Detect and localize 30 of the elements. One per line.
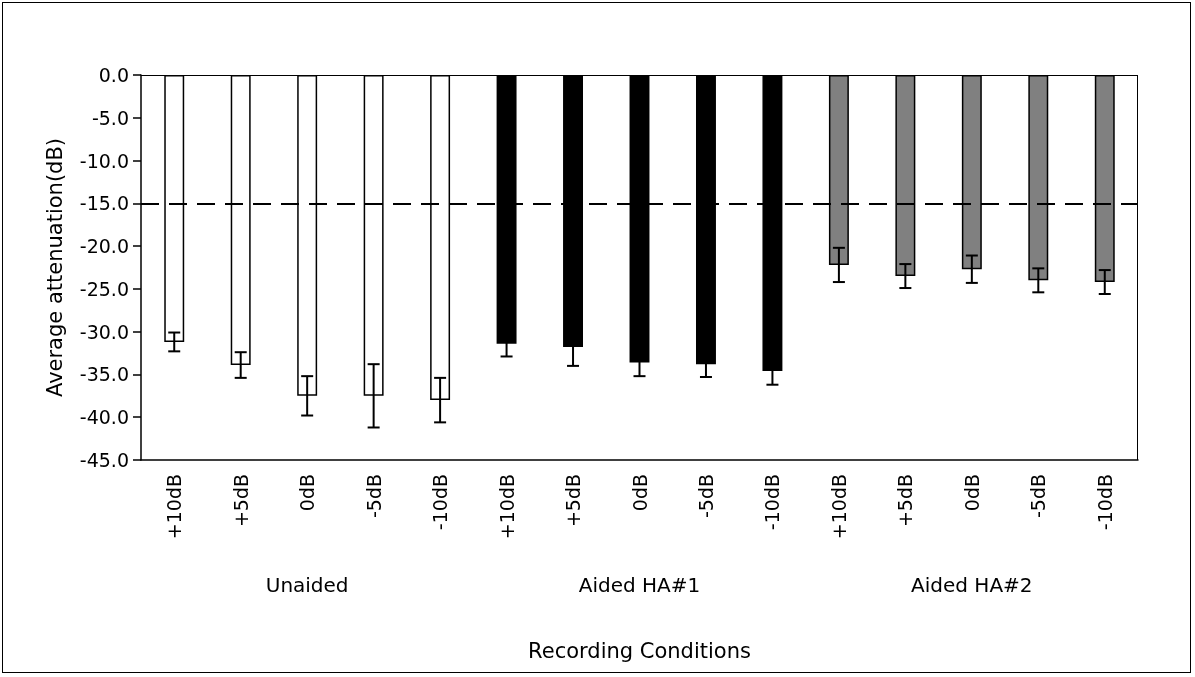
x-tick-label: +5dB <box>894 474 917 528</box>
y-tick-label: -45.0 <box>79 449 129 471</box>
x-tick-label: +5dB <box>562 474 585 528</box>
x-tick-label: +10dB <box>163 474 186 540</box>
x-tick-label: +10dB <box>495 474 518 540</box>
y-tick-label: -5.0 <box>91 106 129 129</box>
y-tick-label: -30.0 <box>79 320 129 343</box>
y-tick-label: -10.0 <box>79 149 129 172</box>
y-tick-label: -35.0 <box>79 363 129 386</box>
x-tick-label: -10dB <box>429 474 452 531</box>
y-tick-label: -15.0 <box>79 192 129 215</box>
y-tick-label: 0.0 <box>98 64 129 86</box>
x-tick-label: -5dB <box>1027 474 1050 519</box>
x-tick-label: 0dB <box>960 474 983 512</box>
x-tick-label: -10dB <box>761 474 784 531</box>
x-tick-label: +5dB <box>229 474 252 528</box>
x-tick-label: +10dB <box>827 474 850 540</box>
y-axis-title: Average attenuation(dB) <box>42 137 67 398</box>
x-tick-label: 0dB <box>628 474 651 512</box>
y-tick-label: -40.0 <box>79 406 129 429</box>
x-tick-label: -10dB <box>1093 474 1116 531</box>
y-tick-label: -20.0 <box>79 235 129 258</box>
x-tick-label: -5dB <box>362 474 385 519</box>
text: Aided HA#2 <box>911 573 1033 597</box>
x-tick-label: 0dB <box>296 474 319 512</box>
x-tick-label: -5dB <box>694 474 717 519</box>
text: Aided HA#1 <box>578 573 701 597</box>
x-axis-title: Recording Conditions <box>528 638 751 663</box>
text: Unaided <box>265 573 349 597</box>
y-tick-label: -25.0 <box>79 277 129 300</box>
